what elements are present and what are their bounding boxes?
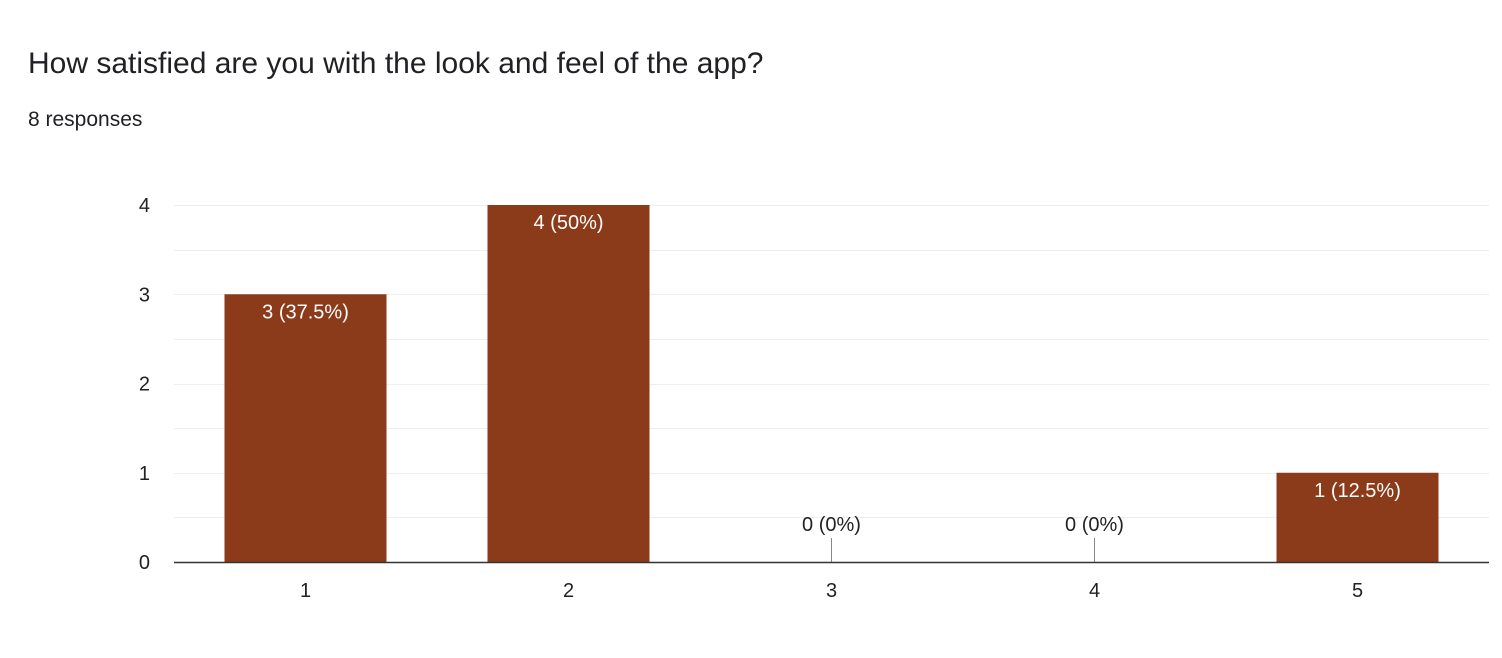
data-label: 3 (37.5%) [262, 301, 349, 323]
data-label: 0 (0%) [1065, 514, 1124, 536]
bar [1276, 472, 1439, 562]
response-count: 8 responses [28, 108, 143, 131]
y-tick-label: 4 [139, 195, 150, 217]
y-tick-label: 0 [139, 552, 150, 574]
y-tick-label: 3 [139, 284, 150, 306]
x-tick-labels: 1 2 3 4 5 [300, 580, 1363, 602]
bar [487, 205, 650, 562]
x-tick-label: 2 [563, 580, 574, 602]
x-tick-label: 4 [1089, 580, 1100, 602]
y-tick-labels: 0 1 2 3 4 [139, 195, 150, 574]
data-label: 0 (0%) [802, 514, 861, 536]
data-label: 1 (12.5%) [1314, 480, 1401, 502]
y-tick-label: 2 [139, 374, 150, 396]
x-tick-label: 5 [1352, 580, 1363, 602]
data-label: 4 (50%) [533, 212, 603, 234]
data-labels: 3 (37.5%) 4 (50%) 0 (0%) 0 (0%) 1 (12.5%) [262, 212, 1401, 536]
bar [224, 294, 387, 562]
y-tick-label: 1 [139, 463, 150, 485]
x-tick-label: 3 [826, 580, 837, 602]
question-title: How satisfied are you with the look and … [28, 47, 764, 80]
grid-lines [174, 205, 1489, 518]
x-tick-label: 1 [300, 580, 311, 602]
bars [224, 205, 1439, 562]
